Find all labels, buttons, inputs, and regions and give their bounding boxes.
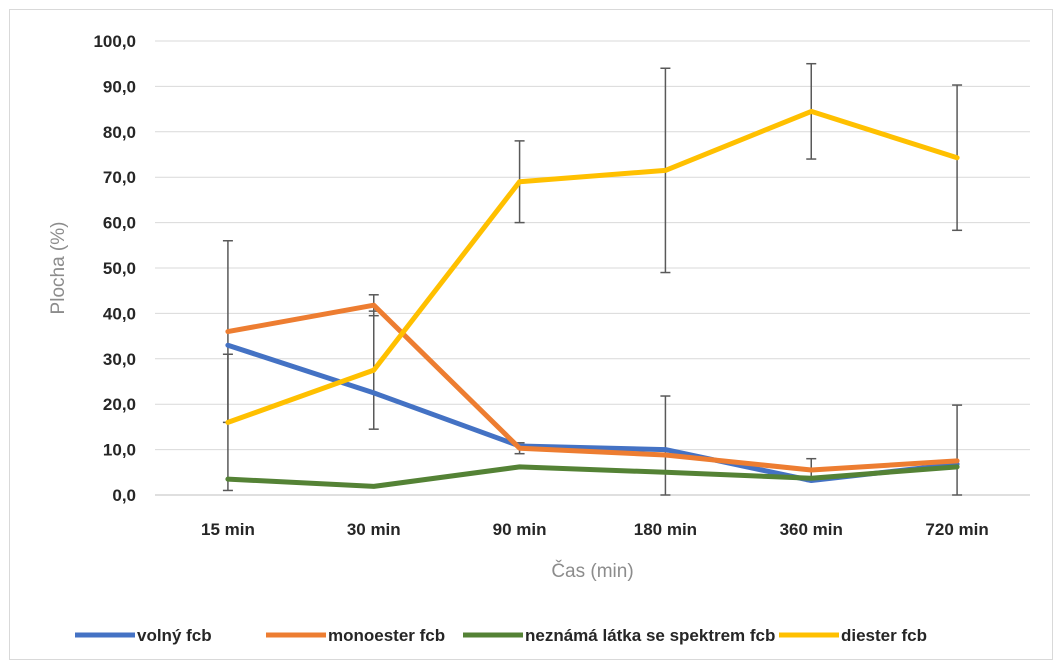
- y-tick-label: 0,0: [112, 486, 136, 505]
- y-axis-ticks: 0,0 10,0 20,0 30,0 40,0 50,0 60,0 70,0 80,0 90,0 1…: [93, 32, 136, 505]
- y-tick-label: 20,0: [103, 395, 136, 414]
- legend-label: neznámá látka se spektrem fcb: [525, 626, 775, 645]
- y-axis-title: Plocha (%): [48, 222, 69, 315]
- y-tick-label: 60,0: [103, 214, 136, 233]
- x-axis-ticks: 15 min 30 min 90 min 180 min 360 min 720 min: [201, 520, 989, 539]
- y-tick-label: 30,0: [103, 350, 136, 369]
- y-tick-label: 40,0: [103, 304, 136, 323]
- series-line-1: [225, 302, 960, 473]
- y-tick-label: 100,0: [93, 32, 136, 51]
- gridlines: [155, 40, 1030, 496]
- x-tick-label: 720 min: [925, 520, 988, 539]
- legend-entry: diester fcb: [779, 626, 927, 645]
- series-line-2: [225, 464, 960, 489]
- legend-label: monoester fcb: [328, 626, 445, 645]
- legend-entry: neznámá látka se spektrem fcb: [463, 626, 775, 645]
- series-line-3: [225, 108, 960, 425]
- error-bar: [660, 395, 671, 496]
- series-line-0: [225, 342, 960, 483]
- series-lines: [225, 108, 960, 489]
- y-tick-label: 90,0: [103, 77, 136, 96]
- legend-entry: volný fcb: [75, 626, 212, 645]
- x-tick-label: 30 min: [347, 520, 401, 539]
- legend: volný fcb monoester fcb neznámá látka se s…: [75, 626, 927, 645]
- chart-frame: [9, 9, 1053, 660]
- y-tick-label: 10,0: [103, 441, 136, 460]
- x-axis-title: Čas (min): [551, 560, 633, 582]
- y-tick-label: 80,0: [103, 123, 136, 142]
- x-tick-label: 360 min: [780, 520, 843, 539]
- x-tick-label: 15 min: [201, 520, 255, 539]
- x-tick-label: 90 min: [493, 520, 547, 539]
- legend-entry: monoester fcb: [266, 626, 445, 645]
- x-tick-label: 180 min: [634, 520, 697, 539]
- error-bar: [952, 404, 963, 496]
- y-tick-label: 50,0: [103, 259, 136, 278]
- error-bars: [222, 62, 963, 496]
- y-tick-label: 70,0: [103, 168, 136, 187]
- legend-label: diester fcb: [841, 626, 927, 645]
- legend-label: volný fcb: [137, 626, 212, 645]
